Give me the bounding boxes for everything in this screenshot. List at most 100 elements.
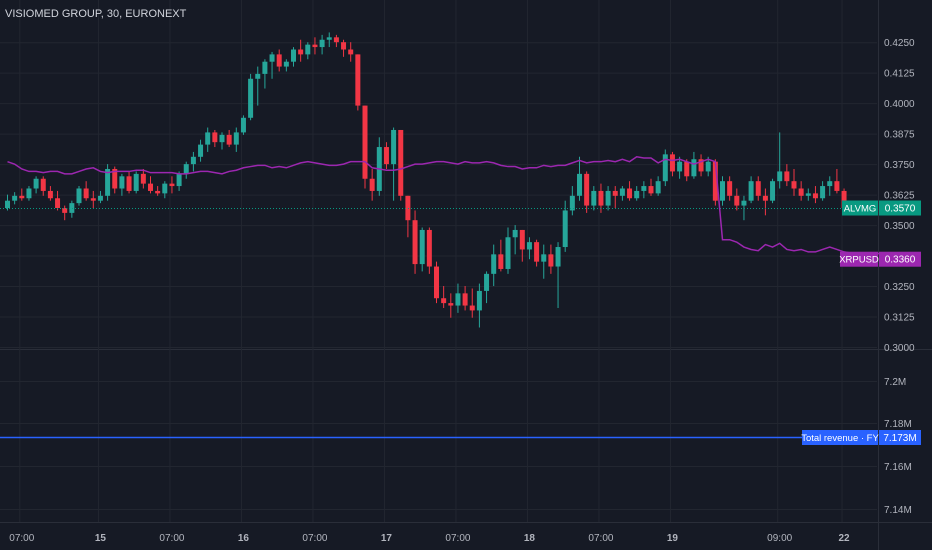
candle-body xyxy=(741,200,747,206)
candle-body xyxy=(97,195,103,201)
series-tag-price-text: 0.3570 xyxy=(885,204,916,215)
series-tag-name xyxy=(842,200,878,216)
revenue-tick-label: 7.2M xyxy=(884,377,906,388)
candle-body xyxy=(269,54,275,62)
candle-body xyxy=(476,290,482,311)
candlestick-series xyxy=(0,32,877,328)
candle-body xyxy=(634,190,640,199)
candle-body xyxy=(326,37,332,40)
time-tick-label: 07:00 xyxy=(588,533,613,544)
price-tick-label: 0.3125 xyxy=(884,313,915,324)
price-tick-label: 0.4000 xyxy=(884,99,915,110)
series-tag-name-text: ALVMG xyxy=(844,204,877,215)
candle-body xyxy=(791,181,797,189)
candle-body xyxy=(498,254,504,269)
series-tag-name xyxy=(802,430,878,445)
candle-body xyxy=(383,147,389,165)
price-tick-label: 0.4125 xyxy=(884,69,915,80)
series-tag-price-text: 0.3360 xyxy=(885,255,916,266)
candle-body xyxy=(827,181,833,187)
candle-body xyxy=(33,178,39,189)
candle-body xyxy=(705,161,711,172)
time-tick-label: 19 xyxy=(667,533,679,544)
candle-body xyxy=(262,61,268,74)
revenue-tick-label: 7.16M xyxy=(884,462,912,473)
candle-body xyxy=(126,176,132,191)
candle-body xyxy=(12,195,18,201)
candle-body xyxy=(291,49,296,62)
price-tick-label: 0.3250 xyxy=(884,282,915,293)
candle-body xyxy=(133,173,139,191)
candle-body xyxy=(405,195,411,221)
series-tag-price xyxy=(879,200,921,216)
candle-body xyxy=(198,144,204,157)
time-tick-label: 07:00 xyxy=(9,533,34,544)
candle-body xyxy=(319,39,325,48)
candle-body xyxy=(333,37,339,43)
candle-body xyxy=(162,183,168,194)
candle-body xyxy=(441,298,447,304)
candle-body xyxy=(798,188,804,196)
candle-body xyxy=(312,44,318,48)
candle-body xyxy=(398,129,404,196)
candle-body xyxy=(820,186,826,199)
candle-body xyxy=(219,134,225,143)
candle-body xyxy=(169,183,175,187)
candle-body xyxy=(76,188,82,204)
series-tag-name-text: XRPUSD xyxy=(839,255,879,266)
time-axis[interactable]: 07:00 15 07:00 16 07:00 17 07:00 18 07:00 19 09:00… xyxy=(9,533,850,544)
candle-body xyxy=(55,198,61,209)
candle-body xyxy=(727,181,733,196)
candle-body xyxy=(770,181,776,201)
candle-body xyxy=(605,190,611,206)
candle-body xyxy=(83,188,89,199)
time-tick-label: 07:00 xyxy=(302,533,327,544)
candle-body xyxy=(526,242,532,250)
candle-body xyxy=(369,178,375,191)
candle-body xyxy=(512,229,518,238)
candle-body xyxy=(233,132,239,145)
candle-body xyxy=(205,132,211,145)
candle-body xyxy=(140,173,146,184)
candle-body xyxy=(298,49,304,55)
series-tag-name-text: Total revenue · FY xyxy=(801,433,879,444)
candle-body xyxy=(619,188,625,196)
series-tag-name xyxy=(840,251,878,267)
candle-body xyxy=(734,195,740,206)
candle-body xyxy=(105,168,111,196)
price-axis[interactable]: 0.4250 0.4125 0.4000 0.3875 0.3750 0.3625 0.35… xyxy=(884,38,915,516)
candle-body xyxy=(455,293,461,306)
candle-body xyxy=(484,273,490,291)
candle-body xyxy=(341,42,347,50)
candle-body xyxy=(434,266,439,299)
candle-body xyxy=(577,173,582,196)
candle-body xyxy=(69,203,75,213)
candle-body xyxy=(226,134,232,145)
candle-body xyxy=(691,159,697,177)
candle-body xyxy=(569,195,575,211)
candle-body xyxy=(698,159,704,172)
candle-body xyxy=(777,171,783,182)
candle-body xyxy=(348,49,354,55)
series-tag-price-text: 7.173M xyxy=(883,433,916,444)
chart-title: VISIOMED GROUP, 30, EURONEXT xyxy=(5,8,187,20)
candle-body xyxy=(627,188,633,199)
candle-body xyxy=(5,200,10,209)
candle-body xyxy=(762,195,768,201)
candle-body xyxy=(805,193,811,196)
candle-body xyxy=(669,154,675,172)
candle-body xyxy=(90,198,96,201)
candle-body xyxy=(419,229,425,265)
candle-body xyxy=(491,254,497,274)
candle-body xyxy=(276,54,282,67)
candle-body xyxy=(255,73,261,79)
candle-body xyxy=(148,183,153,191)
candle-body xyxy=(684,161,690,177)
time-tick-label: 07:00 xyxy=(445,533,470,544)
candle-body xyxy=(562,210,568,248)
price-tick-label: 0.3875 xyxy=(884,130,915,141)
time-tick-label: 22 xyxy=(838,533,850,544)
xrpusd-series xyxy=(7,156,881,258)
candle-body xyxy=(240,117,246,133)
